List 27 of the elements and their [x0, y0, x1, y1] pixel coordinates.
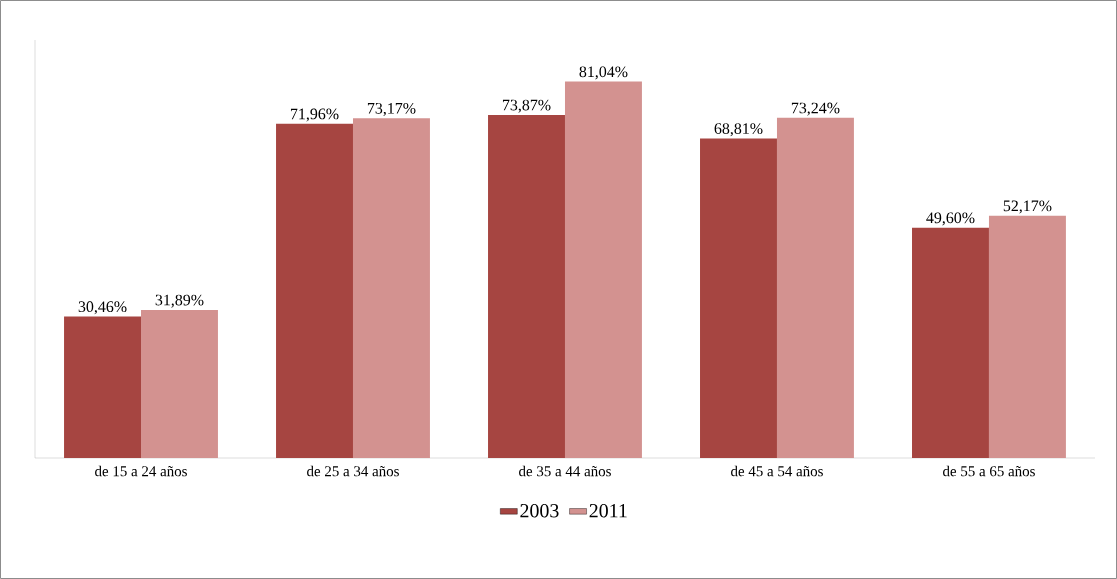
x-tick-label: de 55 a 65 años: [943, 465, 1035, 477]
bar: [64, 316, 141, 458]
bar: [352, 118, 430, 458]
data-label: 49,60%: [926, 212, 975, 226]
bar: [488, 114, 565, 458]
data-label: 73,24%: [791, 102, 840, 116]
bar: [912, 227, 989, 458]
bar: [564, 81, 642, 458]
legend-label: 2011: [589, 503, 627, 518]
x-tick-label: de 35 a 44 años: [519, 465, 611, 477]
data-label: 73,17%: [367, 102, 416, 116]
bar: [700, 138, 777, 458]
bar: [276, 123, 353, 458]
data-label: 81,04%: [579, 66, 628, 80]
x-tick-label: de 25 a 34 años: [307, 465, 399, 477]
bar: [988, 215, 1066, 458]
bar: [141, 309, 218, 458]
data-label: 68,81%: [714, 123, 763, 137]
data-label: 71,96%: [290, 108, 339, 122]
x-tick-label: de 45 a 54 años: [731, 465, 823, 477]
x-tick-label: de 15 a 24 años: [95, 465, 187, 477]
legend-label: 2003: [520, 503, 559, 518]
data-label: 30,46%: [78, 301, 127, 315]
bar: [776, 117, 854, 458]
data-label: 52,17%: [1003, 200, 1052, 214]
data-label: 31,89%: [155, 294, 204, 308]
data-label: 73,87%: [502, 99, 551, 113]
